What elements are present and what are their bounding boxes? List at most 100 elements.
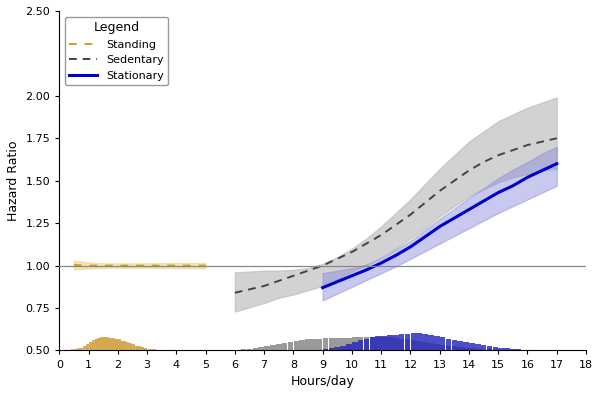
Bar <box>293 341 299 350</box>
Bar <box>97 338 103 350</box>
Bar <box>452 340 457 350</box>
Bar <box>83 346 88 350</box>
Bar <box>103 337 109 350</box>
Bar <box>144 349 150 350</box>
Bar <box>510 349 515 350</box>
Bar <box>475 349 481 350</box>
Bar <box>428 335 434 350</box>
Bar <box>115 339 121 350</box>
Bar <box>493 347 498 350</box>
Bar <box>481 349 487 350</box>
Bar <box>106 338 112 350</box>
Bar <box>323 349 328 350</box>
Bar <box>112 339 118 350</box>
Bar <box>440 337 445 350</box>
Bar <box>463 348 469 350</box>
Bar <box>457 347 463 350</box>
Bar <box>387 335 393 350</box>
Bar <box>329 338 334 350</box>
Bar <box>270 345 275 350</box>
Bar <box>346 344 352 350</box>
Bar <box>346 338 352 350</box>
Bar <box>382 336 387 350</box>
Bar <box>139 347 144 350</box>
Bar <box>370 337 375 350</box>
Bar <box>323 339 328 350</box>
Bar <box>399 334 404 350</box>
Bar <box>124 342 130 350</box>
Bar <box>422 334 428 350</box>
Bar <box>469 343 475 350</box>
Bar <box>92 340 97 350</box>
Bar <box>100 337 106 350</box>
Bar <box>142 348 147 350</box>
Bar <box>253 348 258 350</box>
Bar <box>446 346 451 350</box>
Bar <box>405 334 410 350</box>
Bar <box>457 341 463 350</box>
Bar <box>364 339 370 350</box>
Bar <box>136 346 141 350</box>
Bar <box>364 337 370 350</box>
Bar <box>475 344 481 350</box>
Bar <box>299 340 305 350</box>
Bar <box>334 338 340 350</box>
Bar <box>358 337 364 350</box>
Bar <box>387 337 393 350</box>
Bar <box>282 343 287 350</box>
Bar <box>434 337 440 350</box>
Bar <box>370 337 375 350</box>
Bar <box>95 339 100 350</box>
Bar <box>352 342 358 350</box>
Bar <box>109 339 115 350</box>
Bar <box>127 343 132 350</box>
Bar <box>130 344 135 350</box>
Bar <box>71 349 77 350</box>
Bar <box>264 346 270 350</box>
Bar <box>150 349 155 350</box>
X-axis label: Hours/day: Hours/day <box>290 375 355 388</box>
Bar <box>405 339 410 350</box>
Bar <box>516 349 521 350</box>
Bar <box>305 339 311 350</box>
Bar <box>428 343 434 350</box>
Bar <box>446 339 451 350</box>
Bar <box>247 349 252 350</box>
Bar <box>382 337 387 350</box>
Bar <box>133 346 138 350</box>
Bar <box>376 337 381 350</box>
Bar <box>352 337 358 350</box>
Bar <box>340 346 346 350</box>
Bar <box>452 346 457 350</box>
Bar <box>259 347 264 350</box>
Bar <box>463 342 469 350</box>
Bar <box>311 339 317 350</box>
Bar <box>487 349 492 350</box>
Bar <box>504 348 510 350</box>
Bar <box>499 348 504 350</box>
Bar <box>77 348 83 350</box>
Y-axis label: Hazard Ratio: Hazard Ratio <box>7 141 20 221</box>
Bar <box>434 344 440 350</box>
Bar <box>440 345 445 350</box>
Bar <box>118 340 124 350</box>
Bar <box>89 342 94 350</box>
Bar <box>376 337 381 350</box>
Bar <box>416 333 422 350</box>
Bar <box>340 338 346 350</box>
Bar <box>317 339 322 350</box>
Legend: Standing, Sedentary, Stationary: Standing, Sedentary, Stationary <box>65 17 168 85</box>
Bar <box>86 344 91 350</box>
Bar <box>416 341 422 350</box>
Bar <box>399 339 404 350</box>
Bar <box>487 346 492 350</box>
Bar <box>393 338 398 350</box>
Bar <box>121 341 127 350</box>
Bar <box>329 348 334 350</box>
Bar <box>481 345 487 350</box>
Bar <box>287 342 293 350</box>
Bar <box>276 344 281 350</box>
Bar <box>422 342 428 350</box>
Bar <box>393 335 398 350</box>
Bar <box>334 347 340 350</box>
